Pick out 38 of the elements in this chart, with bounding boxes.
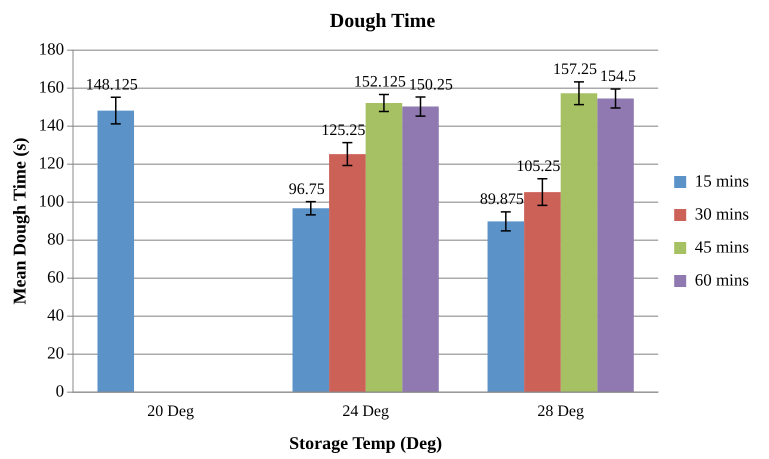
data-label: 150.25: [408, 76, 453, 94]
y-tick-label: 60: [47, 268, 64, 287]
y-axis-title: Mean Dough Time (s): [9, 138, 30, 305]
data-label: 157.25: [552, 61, 597, 78]
bar: [524, 192, 561, 392]
data-label: 152.125: [354, 74, 406, 91]
y-tick-label: 0: [56, 382, 64, 401]
bar: [597, 98, 634, 392]
y-tick-label: 160: [38, 77, 64, 96]
bar: [329, 154, 366, 392]
legend-label: 30 mins: [694, 204, 749, 224]
y-tick-label: 120: [38, 154, 64, 173]
bar: [488, 221, 524, 392]
bar: [560, 93, 598, 392]
y-tick-label: 140: [38, 116, 64, 135]
data-label: 89.875: [480, 191, 524, 208]
data-label: 125.25: [321, 122, 366, 139]
legend-label: 60 mins: [694, 270, 749, 290]
bar: [292, 208, 330, 392]
x-axis-title: Storage Temp (Deg): [289, 432, 442, 453]
data-label: 148.125: [86, 76, 138, 94]
data-label: 105.25: [516, 158, 560, 176]
y-tick-label: 80: [47, 230, 64, 249]
data-label: 96.75: [288, 180, 325, 198]
x-tick-label: 20 Deg: [147, 403, 194, 420]
y-tick-label: 40: [47, 306, 64, 325]
data-label: 154.5: [600, 68, 636, 86]
bar: [366, 102, 402, 392]
x-tick-label: 24 Deg: [342, 403, 389, 420]
bar: [97, 110, 134, 392]
y-tick-label: 180: [38, 39, 64, 58]
x-tick-label: 28 Deg: [537, 403, 584, 420]
bar: [402, 106, 439, 392]
legend-label: 45 mins: [694, 237, 749, 256]
legend-label: 15 mins: [694, 171, 749, 190]
chart-title: Dough Time: [330, 10, 436, 32]
y-tick-label: 20: [47, 344, 64, 363]
y-tick-label: 100: [38, 192, 64, 211]
